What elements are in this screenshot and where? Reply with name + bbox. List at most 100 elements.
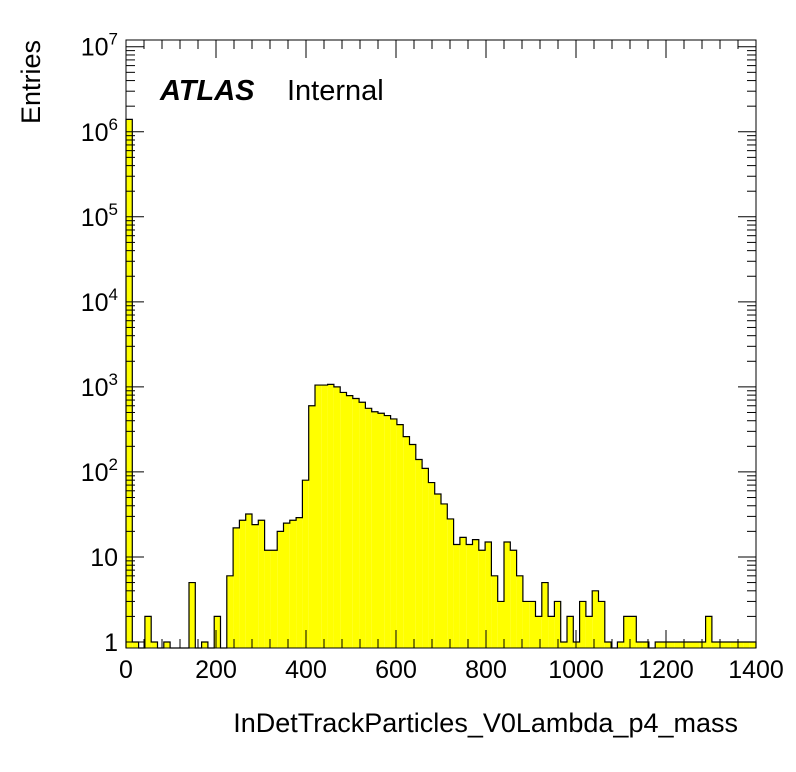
tick-labels: 0 200 400 600 800 1000 1200 1400 1 10 102 103 104 105… bbox=[81, 30, 784, 684]
histogram-bin bbox=[226, 575, 234, 648]
x-tick-label: 600 bbox=[375, 656, 417, 684]
x-tick-label: 400 bbox=[285, 656, 327, 684]
histogram-bin bbox=[163, 641, 171, 648]
histogram-bin bbox=[642, 641, 649, 648]
histogram-bin bbox=[277, 531, 284, 648]
internal-label: Internal bbox=[287, 75, 384, 107]
histogram-bin bbox=[283, 523, 290, 648]
histogram-bin bbox=[390, 418, 397, 648]
histogram-bin bbox=[359, 402, 366, 648]
histogram-bin bbox=[516, 575, 523, 648]
histogram-bin bbox=[485, 541, 492, 648]
histogram-bin bbox=[554, 601, 561, 648]
histogram-bin bbox=[548, 616, 555, 648]
histogram-bin bbox=[333, 386, 341, 648]
y-tick-label: 107 bbox=[81, 30, 118, 62]
histogram-bin bbox=[743, 641, 750, 648]
y-axis-title: Entries bbox=[16, 40, 46, 124]
histogram-bin bbox=[371, 411, 378, 648]
histogram-bin bbox=[447, 518, 454, 648]
histogram-bin bbox=[522, 601, 530, 648]
histogram-bin bbox=[598, 601, 605, 648]
histogram-bin bbox=[459, 537, 467, 648]
x-axis-title: InDetTrackParticles_V0Lambda_p4_mass bbox=[233, 708, 738, 738]
histogram-bin bbox=[132, 641, 139, 648]
histogram-bin bbox=[239, 520, 246, 648]
histogram-bin bbox=[737, 641, 744, 648]
histogram-bin bbox=[504, 541, 511, 648]
histogram-bin bbox=[315, 385, 322, 648]
histogram-bin bbox=[189, 582, 196, 648]
histogram-bin bbox=[466, 544, 473, 648]
histogram-bin bbox=[686, 641, 693, 648]
histogram-bin bbox=[529, 601, 536, 648]
histogram-bin bbox=[705, 616, 712, 648]
histogram-bin bbox=[409, 444, 416, 648]
histogram-bin bbox=[415, 459, 423, 648]
histogram-bin bbox=[617, 641, 624, 648]
x-tick-label: 1000 bbox=[548, 656, 604, 684]
histogram-bin bbox=[453, 544, 460, 648]
histogram-bin bbox=[321, 385, 328, 648]
histogram-bin bbox=[730, 641, 738, 648]
histogram-bin bbox=[252, 524, 259, 648]
histogram-bin bbox=[674, 641, 681, 648]
x-tick-label: 1400 bbox=[728, 656, 784, 684]
histogram-bin bbox=[693, 641, 700, 648]
histogram-bin bbox=[308, 405, 315, 648]
histogram-bin bbox=[352, 398, 360, 648]
histogram-bin bbox=[497, 601, 504, 648]
x-tick-label: 1200 bbox=[638, 656, 694, 684]
histogram-bin bbox=[378, 413, 385, 648]
histogram-bin bbox=[144, 616, 152, 648]
histogram-bin bbox=[478, 550, 486, 648]
histogram-bin bbox=[623, 616, 630, 648]
y-tick-label: 105 bbox=[81, 200, 118, 232]
histogram-bin bbox=[579, 601, 586, 648]
histogram-bin bbox=[491, 575, 498, 648]
x-tick-label: 800 bbox=[465, 656, 507, 684]
histogram-bin bbox=[604, 641, 612, 648]
histogram-bin bbox=[396, 424, 404, 648]
histogram-bin bbox=[258, 520, 265, 648]
histogram-bin bbox=[270, 550, 278, 648]
atlas-label: ATLAS bbox=[159, 75, 255, 107]
histogram-bin bbox=[151, 641, 158, 648]
histogram-bin bbox=[296, 517, 303, 648]
histogram-bin bbox=[422, 468, 429, 648]
histogram-bin bbox=[403, 436, 410, 648]
histogram-bin bbox=[428, 482, 435, 648]
histogram-bin bbox=[535, 616, 542, 648]
histogram-bin bbox=[592, 590, 599, 648]
histogram-bin bbox=[201, 641, 208, 648]
x-tick-label: 200 bbox=[195, 656, 237, 684]
histogram-bin bbox=[441, 503, 448, 648]
plot-frame bbox=[125, 39, 757, 649]
histogram-bin bbox=[340, 392, 347, 648]
y-tick-label: 10 bbox=[90, 544, 118, 572]
histogram-bin bbox=[718, 641, 725, 648]
histogram-bin bbox=[667, 641, 675, 648]
histogram-bars bbox=[125, 118, 757, 649]
x-tick-label: 0 bbox=[119, 656, 133, 684]
histogram-bin bbox=[126, 119, 133, 648]
histogram-bin bbox=[289, 520, 297, 648]
histogram-bin bbox=[327, 384, 334, 648]
y-tick-label: 106 bbox=[81, 115, 118, 147]
histogram-bin bbox=[233, 527, 240, 648]
y-tick-label: 1 bbox=[104, 629, 118, 657]
histogram-bin bbox=[541, 582, 549, 648]
histogram-bin bbox=[384, 415, 391, 648]
histogram-bin bbox=[245, 514, 252, 648]
histogram-bin bbox=[630, 616, 637, 648]
histogram-bin bbox=[711, 641, 719, 648]
histogram-bin bbox=[655, 641, 662, 648]
y-tick-label: 103 bbox=[81, 370, 118, 402]
histogram-bin bbox=[749, 641, 756, 648]
histogram-bin bbox=[302, 480, 309, 648]
histogram-bin bbox=[472, 539, 479, 648]
histogram-bin bbox=[560, 641, 567, 648]
histogram-bin bbox=[661, 641, 668, 648]
histogram-bin bbox=[585, 616, 593, 648]
